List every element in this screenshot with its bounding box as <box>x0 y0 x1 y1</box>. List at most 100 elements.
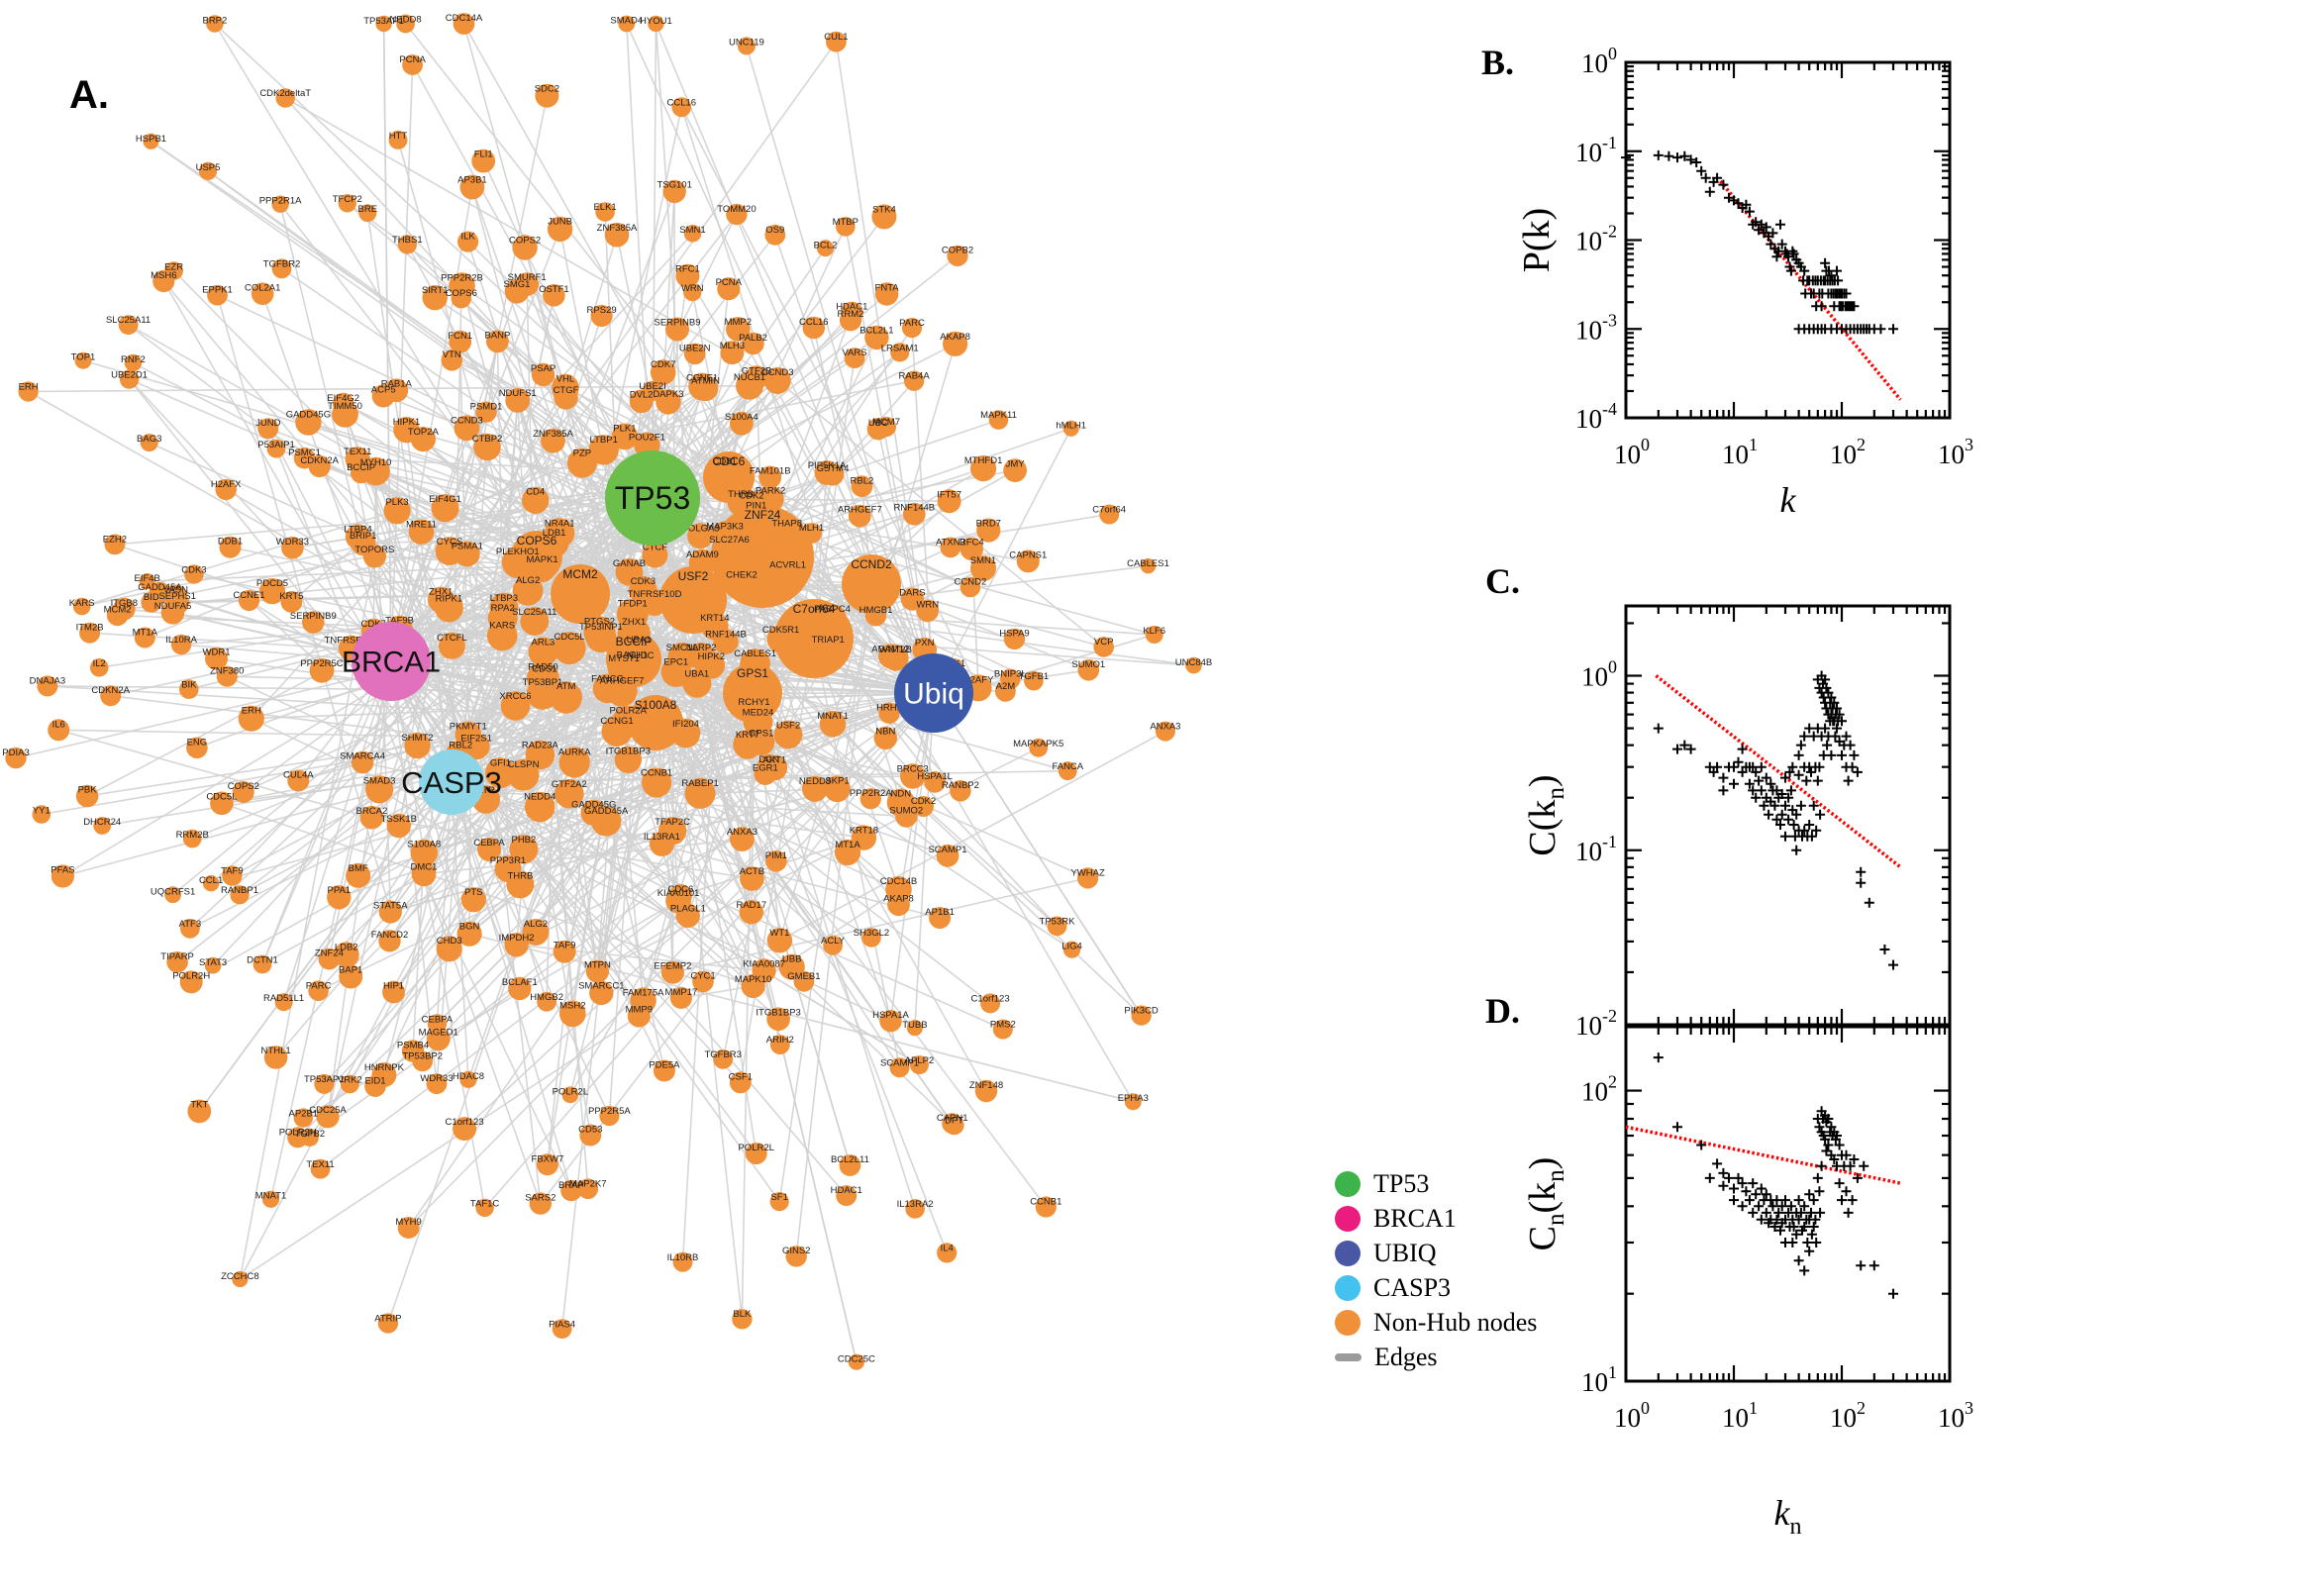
network-node <box>662 179 686 204</box>
gene-label: PPA1 <box>328 885 352 896</box>
gene-label: RAD51L1 <box>263 993 304 1004</box>
gene-label: TP53AP1 <box>304 1074 345 1085</box>
gene-label: KARS <box>489 621 515 632</box>
network-node <box>74 351 92 369</box>
gene-label: NUCB1 <box>734 372 765 383</box>
gene-label: DNAJA3 <box>30 675 65 686</box>
gene-label: A2M <box>996 681 1016 692</box>
hub-label-casp3: CASP3 <box>401 765 502 800</box>
network-node <box>801 523 822 544</box>
gene-label: TOMM20 <box>717 204 756 215</box>
network-hubs: TP53 BRCA1 CASP3 Ubiq <box>342 450 973 815</box>
gene-label: CAPN1 <box>937 1113 968 1124</box>
network-node <box>729 1071 752 1094</box>
gene-label: MAPK10 <box>735 974 772 985</box>
scatter-points <box>1653 1052 1898 1299</box>
network-node <box>642 542 668 568</box>
network-node <box>628 695 683 750</box>
gene-label: ZNF148 <box>969 1080 1003 1091</box>
gene-label: CUL4A <box>283 769 314 780</box>
gene-label: LIG4 <box>1061 942 1082 952</box>
gene-label: TP53BP1 <box>523 677 563 688</box>
gene-label: PIP5K1A <box>808 460 847 471</box>
network-node <box>766 625 795 653</box>
axis-ticks <box>1624 1027 1952 1383</box>
gene-label: LRSAM1 <box>881 343 919 353</box>
network-node <box>555 778 584 809</box>
gene-label: TP53INP1 <box>579 622 623 633</box>
gene-label: BRCA2 <box>356 806 388 817</box>
network-node <box>274 993 293 1012</box>
gene-label: ADAM12 <box>871 645 909 655</box>
network-node <box>106 604 129 627</box>
network-node <box>1185 656 1202 674</box>
gene-label: MAPK1 <box>526 554 557 565</box>
network-node <box>351 750 374 774</box>
gene-label: CEBPA <box>422 1014 454 1025</box>
gene-label: CAPNS1 <box>1009 549 1047 560</box>
network-node <box>252 954 272 974</box>
gene-label: WDR33 <box>276 537 309 548</box>
network-node <box>629 389 654 414</box>
gene-label: PCNA <box>399 54 426 65</box>
network-node <box>960 537 983 561</box>
gene-label: KIAA0101 <box>657 888 700 899</box>
network-node <box>848 1353 865 1370</box>
network-node <box>179 679 199 699</box>
gene-label: MRE11 <box>406 519 437 530</box>
legend-item-non-hub-nodes: Non-Hub nodes <box>1335 1305 1537 1340</box>
network-node <box>1000 668 1021 690</box>
hub-label-ubiq: Ubiq <box>903 678 964 711</box>
svg-text:101: 101 <box>1722 1398 1758 1433</box>
network-node <box>339 964 363 989</box>
gene-label: WDR1 <box>203 648 231 658</box>
panel-b-label: B. <box>1481 43 1515 82</box>
network-node <box>558 747 590 778</box>
gene-label: CD4 <box>526 487 545 498</box>
gene-label: USF2 <box>776 721 800 732</box>
gene-label: BACH1 <box>617 650 649 661</box>
gene-label: H2AFY <box>963 675 994 686</box>
svg-text:10-2: 10-2 <box>1575 1006 1617 1041</box>
gene-label: TKT <box>190 1100 208 1111</box>
gene-label: ZNF24 <box>315 948 344 959</box>
gene-label: RAD23A <box>522 741 559 751</box>
svg-text:101: 101 <box>1722 435 1758 469</box>
network-node <box>709 455 740 486</box>
network-node <box>378 900 402 924</box>
gene-label: CDS1 <box>532 664 556 675</box>
network-node <box>903 370 925 391</box>
network-node <box>251 282 274 306</box>
network-node <box>683 225 702 243</box>
network-node <box>882 645 909 671</box>
network-node <box>1124 1093 1142 1111</box>
gene-label: PMS2 <box>990 1020 1016 1031</box>
network-node <box>937 489 961 514</box>
network-node <box>608 653 641 686</box>
gene-label: BRD7 <box>976 519 1001 530</box>
gene-label: EZH2 <box>103 535 127 546</box>
gene-label: TFAP2C <box>655 817 690 828</box>
network-node <box>683 343 706 365</box>
network-node <box>604 222 630 248</box>
gene-label: PXN <box>915 638 935 648</box>
x-axis-title: kn <box>1774 1493 1802 1540</box>
gene-label: CTBP2 <box>472 434 503 445</box>
gene-label: SMN1 <box>679 225 705 236</box>
network-node <box>375 15 392 33</box>
network-node <box>186 737 208 759</box>
gene-label: CDK3 <box>631 576 656 587</box>
network-node <box>848 504 871 528</box>
gene-label: PLAGL1 <box>670 904 706 915</box>
svg-text:10-4: 10-4 <box>1575 399 1617 434</box>
gene-label: UNC84B <box>1175 657 1213 668</box>
network-node <box>371 384 395 408</box>
network-node <box>821 462 845 486</box>
gene-label: MMP2 <box>725 317 752 328</box>
gene-label: HSPB1 <box>136 134 166 145</box>
network-node <box>504 933 529 957</box>
network-node <box>451 287 472 309</box>
network-node <box>873 726 897 750</box>
gene-label: SUMO1 <box>1071 659 1105 670</box>
axis-tick-labels: 100 10-1 10-2 <box>1575 657 1617 1042</box>
